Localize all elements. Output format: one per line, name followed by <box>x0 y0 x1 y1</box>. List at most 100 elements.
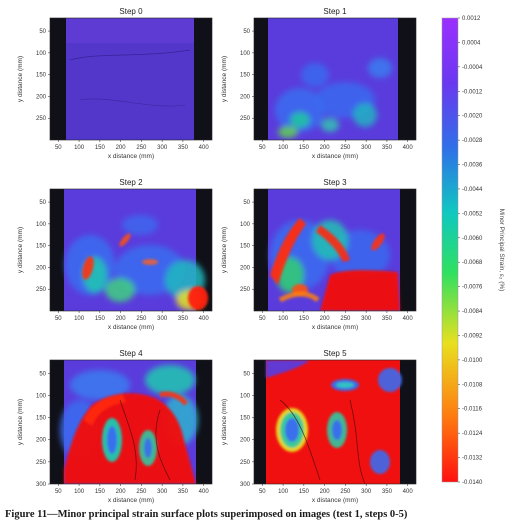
x-axis-label: x distance (mm) <box>108 324 154 331</box>
colorbar-gradient <box>441 17 459 483</box>
y-axis-label: y distance (mm) <box>17 227 24 273</box>
y-axis-label: y distance (mm) <box>221 399 228 445</box>
panel-title: Step 4 <box>119 349 143 358</box>
y-tick-label: 100 <box>240 393 251 399</box>
axes-step-4: Step 4 50 100 150 200 250 300 350 400 50 100 150 200… <box>17 349 213 504</box>
colorbar-tick-label: -0.0052 <box>462 211 483 217</box>
y-tick-label: 50 <box>243 29 250 35</box>
colorbar-tick-label: -0.0084 <box>462 309 483 315</box>
y-tick-label: 300 <box>240 482 251 488</box>
y-tick-label: 250 <box>240 460 251 466</box>
y-tick-label: 250 <box>240 287 251 293</box>
x-tick-label: 200 <box>320 316 331 322</box>
plot-frame <box>49 17 213 141</box>
x-tick-label: 200 <box>116 489 127 495</box>
y-tick-label: 50 <box>39 29 46 35</box>
x-tick-label: 50 <box>55 145 62 151</box>
plot-frame <box>49 188 213 312</box>
colorbar-tick-label: -0.0100 <box>462 358 483 364</box>
colorbar-tick-label: -0.0124 <box>462 431 483 437</box>
panel-step-1 <box>254 18 416 140</box>
x-tick-label: 100 <box>74 145 85 151</box>
x-tick-label: 300 <box>157 489 168 495</box>
x-tick-label: 300 <box>361 145 372 151</box>
x-tick-label: 400 <box>403 145 414 151</box>
y-axis-label: y distance (mm) <box>17 399 24 445</box>
x-tick-label: 350 <box>178 316 189 322</box>
panel-title: Step 0 <box>119 7 143 16</box>
x-tick-label: 100 <box>74 316 85 322</box>
x-tick-label: 400 <box>403 316 414 322</box>
y-tick-label: 250 <box>36 460 47 466</box>
x-tick-label: 50 <box>259 316 266 322</box>
axes-step-0: Step 0 50 100 150 200 250 300 350 400 50 100 150 200… <box>17 7 213 160</box>
x-tick-label: 100 <box>74 489 85 495</box>
y-axis-label: y distance (mm) <box>221 227 228 273</box>
y-tick-label: 200 <box>36 438 47 444</box>
colorbar-tick-label: -0.0140 <box>462 480 483 486</box>
x-tick-label: 50 <box>55 316 62 322</box>
x-tick-label: 300 <box>157 316 168 322</box>
plot-frame <box>253 359 417 485</box>
axes-step-1: Step 1 50 100 150 200 250 300 350 400 50 100 150 200… <box>221 7 417 160</box>
figure-caption: Figure 11—Minor principal strain surface… <box>5 509 408 520</box>
y-tick-label: 250 <box>240 116 251 122</box>
colorbar-tick-label: -0.0012 <box>462 89 483 95</box>
colorbar-tick-label: -0.0108 <box>462 382 483 388</box>
y-tick-label: 200 <box>36 94 47 100</box>
x-tick-label: 350 <box>382 145 393 151</box>
x-tick-label: 300 <box>361 489 372 495</box>
x-tick-label: 250 <box>340 145 351 151</box>
x-tick-label: 250 <box>136 145 147 151</box>
axes-step-3: Step 3 50 100 150 200 250 300 350 400 50 100 150 200… <box>221 178 417 331</box>
x-axis-label: x distance (mm) <box>312 153 358 160</box>
y-tick-label: 150 <box>36 244 47 250</box>
y-tick-label: 250 <box>36 287 47 293</box>
y-tick-label: 300 <box>36 482 47 488</box>
x-tick-label: 100 <box>278 316 289 322</box>
panel-step-0 <box>50 18 212 140</box>
x-tick-label: 400 <box>403 489 414 495</box>
x-tick-label: 350 <box>382 316 393 322</box>
y-axis-label: y distance (mm) <box>17 56 24 102</box>
colorbar-tick-label: -0.0020 <box>462 114 483 120</box>
colorbar: 0.0012 0.0004 -0.0004 -0.0012 -0.0020 -0.0028… <box>441 16 505 486</box>
x-axis-label: x distance (mm) <box>312 324 358 331</box>
y-tick-label: 50 <box>243 371 250 377</box>
x-tick-label: 150 <box>95 145 106 151</box>
colorbar-tick-label: -0.0036 <box>462 163 483 169</box>
x-tick-label: 200 <box>320 145 331 151</box>
panel-title: Step 3 <box>323 178 347 187</box>
y-tick-label: 100 <box>36 393 47 399</box>
y-tick-label: 150 <box>240 73 251 79</box>
colorbar-tick-label: -0.0116 <box>462 407 483 413</box>
x-tick-label: 300 <box>361 316 372 322</box>
y-tick-label: 200 <box>36 265 47 271</box>
panel-title: Step 5 <box>323 349 347 358</box>
y-tick-label: 100 <box>36 222 47 228</box>
colorbar-ticks: 0.0012 0.0004 -0.0004 -0.0012 -0.0020 -0.0028… <box>458 16 483 486</box>
y-tick-label: 50 <box>39 371 46 377</box>
x-tick-label: 150 <box>299 489 310 495</box>
x-tick-label: 200 <box>116 316 127 322</box>
colorbar-tick-label: -0.0132 <box>462 456 483 462</box>
x-tick-label: 250 <box>136 489 147 495</box>
x-tick-label: 150 <box>95 489 106 495</box>
y-tick-label: 150 <box>240 244 251 250</box>
colorbar-tick-label: -0.0044 <box>462 187 483 193</box>
x-tick-label: 200 <box>320 489 331 495</box>
panel-step-2 <box>50 189 212 311</box>
colorbar-tick-label: -0.0076 <box>462 285 483 291</box>
x-tick-label: 150 <box>95 316 106 322</box>
y-axis-label: y distance (mm) <box>221 56 228 102</box>
x-tick-label: 250 <box>340 489 351 495</box>
colorbar-tick-label: -0.0028 <box>462 138 483 144</box>
y-tick-label: 200 <box>240 265 251 271</box>
x-tick-label: 250 <box>136 316 147 322</box>
y-tick-label: 200 <box>240 438 251 444</box>
axes-step-5: Step 5 50 100 150 200 250 300 350 400 50 100 150 200… <box>221 349 417 504</box>
y-tick-label: 150 <box>36 73 47 79</box>
plot-frame <box>253 188 417 312</box>
y-tick-label: 200 <box>240 94 251 100</box>
